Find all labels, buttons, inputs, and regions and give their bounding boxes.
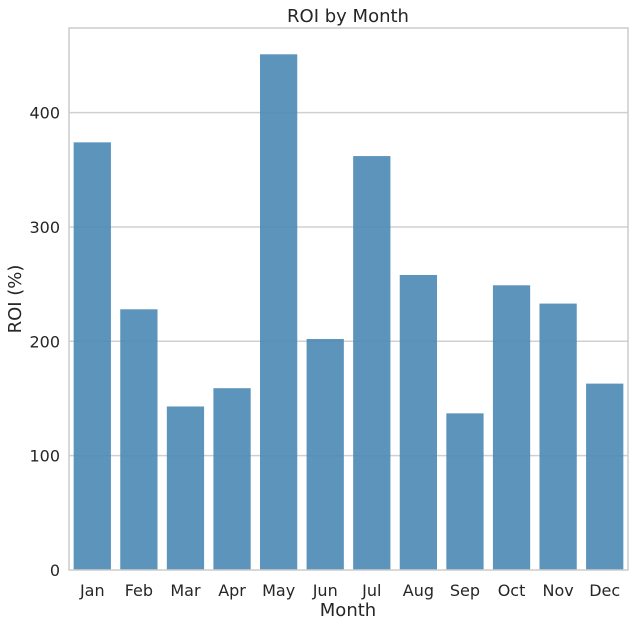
x-axis-label: Month [320,600,376,621]
x-tick-labels: Jan Feb Mar Apr May Jun Jul Aug Sep Oct Nov Dec [79,581,620,600]
y-tick-label: 0 [50,561,60,580]
x-tick-label-mar: Mar [170,581,201,600]
bar-apr [213,388,251,570]
y-tick-label: 400 [29,104,60,123]
bar-jul [353,156,391,570]
y-tick-label: 300 [29,218,60,237]
bars [73,54,624,571]
x-tick-label-jul: Jul [361,581,381,600]
bar-aug [399,274,438,570]
x-tick-label-oct: Oct [498,581,526,600]
x-tick-label-feb: Feb [125,581,153,600]
chart-title: ROI by Month [287,6,409,27]
x-tick-label-apr: Apr [218,581,246,600]
gridlines [69,111,628,457]
bar-sep [446,413,484,570]
x-tick-label-aug: Aug [403,581,434,600]
x-tick-label-jan: Jan [79,581,105,600]
bar-nov [539,303,577,570]
bar-mar [166,406,205,570]
bar-oct [492,285,531,570]
bar-jun [306,339,344,570]
y-axis-label: ROI (%) [5,265,26,334]
bar-jan [73,142,111,570]
bar-feb [120,309,158,570]
y-tick-label: 100 [29,447,60,466]
x-tick-label-nov: Nov [543,581,574,600]
x-tick-label-jun: Jun [312,581,338,600]
x-tick-label-sep: Sep [450,581,480,600]
axes-frame [68,27,629,571]
x-tick-label-dec: Dec [589,581,620,600]
bar-may [259,54,298,571]
y-tick-labels: 0 100 200 300 400 [29,104,60,580]
x-tick-label-may: May [262,581,295,600]
y-tick-label: 200 [29,332,60,351]
bar-dec [586,383,624,570]
